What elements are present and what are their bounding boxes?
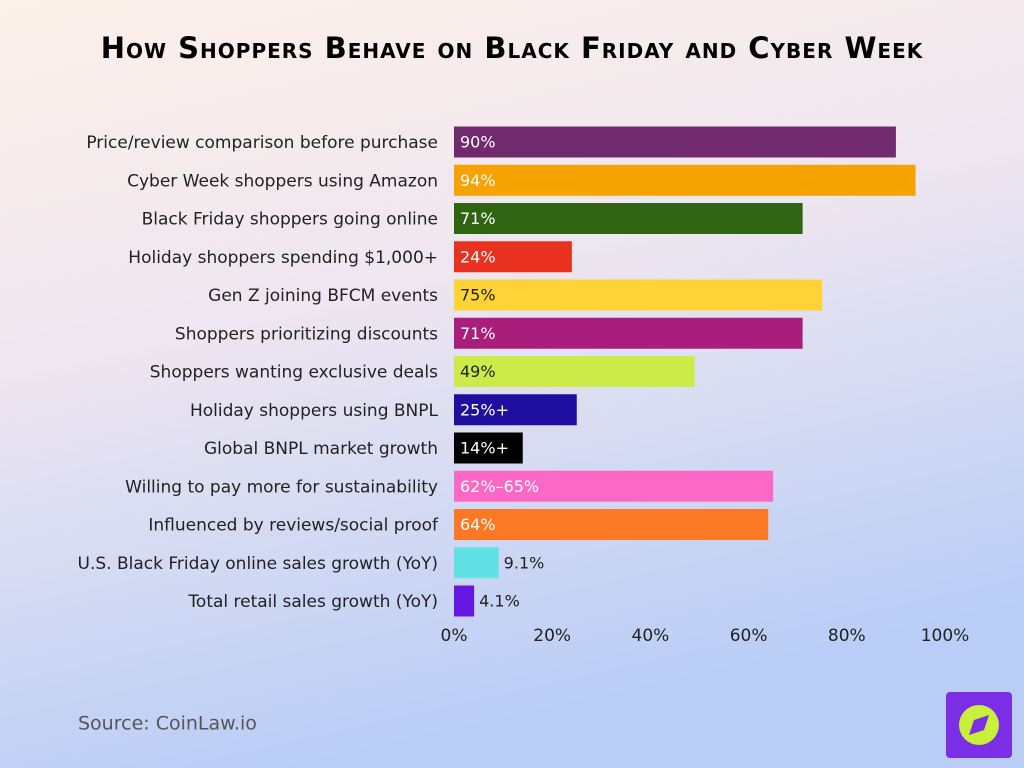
x-tick-label: 20%	[533, 626, 571, 646]
y-tick-label: Price/review comparison before purchase	[86, 133, 438, 153]
y-tick-label: Shoppers wanting exclusive deals	[150, 363, 438, 383]
chart-title: How Shoppers Behave on Black Friday and …	[101, 31, 924, 65]
logo	[946, 692, 1012, 758]
y-tick-label: Global BNPL market growth	[204, 439, 438, 459]
y-tick-label: Black Friday shoppers going online	[142, 210, 438, 230]
y-tick-label: Holiday shoppers spending $1,000+	[128, 248, 438, 268]
y-tick-label: Influenced by reviews/social proof	[148, 516, 439, 536]
bar	[454, 432, 523, 464]
bar	[454, 585, 475, 617]
value-label: 25%+	[460, 400, 509, 419]
bar	[454, 164, 916, 196]
value-label: 75%	[460, 286, 496, 305]
bar	[454, 241, 572, 273]
value-label: 14%+	[460, 439, 509, 458]
value-label: 90%	[460, 133, 496, 152]
x-tick-label: 100%	[921, 626, 970, 646]
y-tick-label: Gen Z joining BFCM events	[208, 286, 438, 306]
y-tick-label: Shoppers prioritizing discounts	[175, 324, 438, 344]
y-tick-label: Cyber Week shoppers using Amazon	[127, 171, 438, 191]
y-tick-label: Willing to pay more for sustainability	[125, 477, 438, 497]
bar	[454, 356, 695, 387]
x-tick-label: 0%	[441, 626, 468, 646]
bar	[454, 509, 769, 540]
value-label: 62%–65%	[460, 477, 539, 496]
bar	[454, 394, 577, 426]
bar	[454, 547, 499, 579]
y-tick-label: Holiday shoppers using BNPL	[190, 401, 439, 421]
value-label: 71%	[460, 324, 496, 343]
value-label: 24%	[460, 247, 496, 266]
x-tick-label: 40%	[632, 626, 670, 646]
value-label: 9.1%	[504, 553, 545, 572]
value-label: 64%	[460, 515, 496, 534]
bar	[454, 279, 823, 311]
y-tick-label: U.S. Black Friday online sales growth (Y…	[78, 554, 438, 574]
bar	[454, 126, 896, 158]
bar	[454, 317, 803, 349]
value-label: 94%	[460, 171, 496, 190]
value-label: 49%	[460, 362, 496, 381]
bar	[454, 470, 774, 502]
value-label: 4.1%	[479, 592, 520, 611]
value-label: 71%	[460, 209, 496, 228]
bar	[454, 203, 803, 234]
source: Source: CoinLaw.io	[78, 713, 257, 735]
x-tick-label: 60%	[730, 626, 768, 646]
x-tick-label: 80%	[828, 626, 866, 646]
y-tick-label: Total retail sales growth (YoY)	[187, 592, 438, 612]
